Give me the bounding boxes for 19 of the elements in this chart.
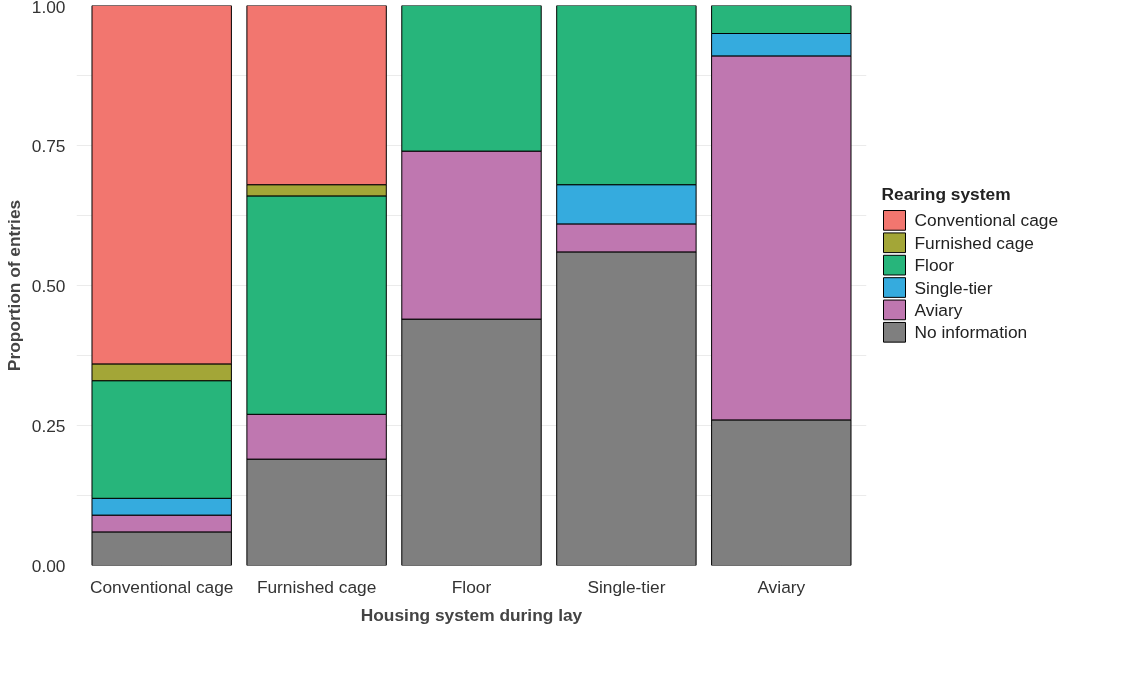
x-tick-label: Floor [451, 576, 492, 597]
x-tick-label: Aviary [757, 576, 806, 597]
legend-label: Single-tier [914, 277, 993, 298]
legend-label: Conventional cage [914, 210, 1059, 231]
legend-label: No information [914, 322, 1028, 343]
x-tick-label: Furnished cage [256, 576, 377, 597]
legend-title: Rearing system [881, 183, 1011, 204]
y-tick-label: 0.75 [31, 135, 66, 156]
y-tick-label: 0.50 [31, 275, 66, 296]
y-tick-label: 0.25 [31, 415, 66, 436]
legend-label: Floor [914, 255, 955, 276]
x-axis-title: Housing system during lay [360, 604, 583, 625]
y-axis-title: Proportion of entries [3, 199, 24, 372]
legend-label: Aviary [914, 299, 963, 320]
x-tick-label: Conventional cage [89, 576, 234, 597]
y-tick-label: 1.00 [31, 0, 66, 17]
x-tick-label: Single-tier [587, 576, 666, 597]
y-tick-label: 0.00 [31, 555, 66, 576]
legend-label: Furnished cage [914, 232, 1034, 253]
